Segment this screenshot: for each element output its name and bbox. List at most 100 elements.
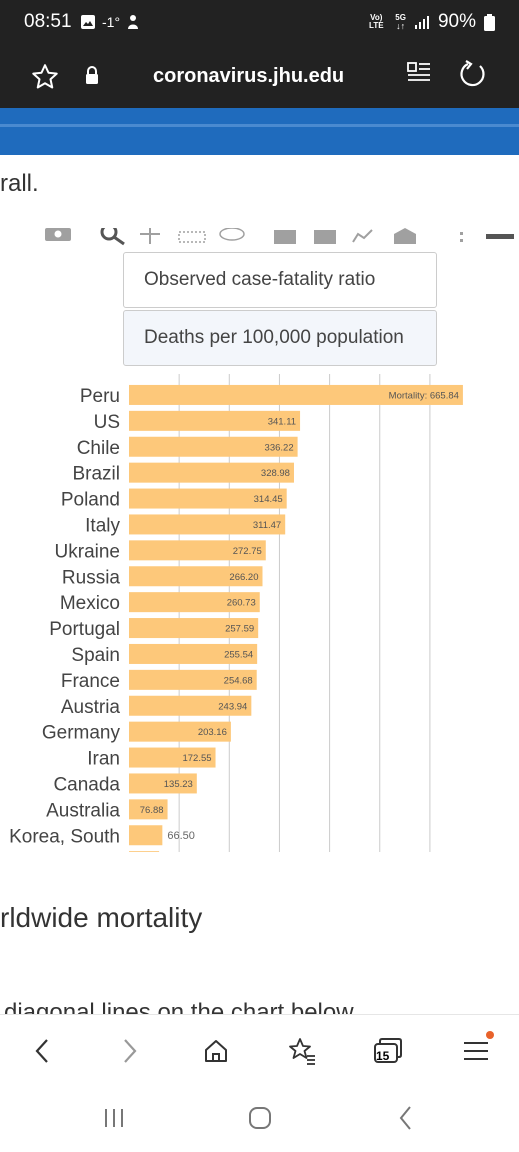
plotly-logo-icon[interactable] [486, 234, 514, 239]
forward-button[interactable] [110, 1031, 150, 1071]
section-heading: rldwide mortality [0, 902, 203, 933]
bar-value-label: 336.22 [265, 442, 294, 453]
category-label: Canada [53, 774, 120, 795]
url-text[interactable]: coronavirus.jhu.edu [153, 65, 345, 87]
autoscale-icon[interactable] [352, 229, 373, 243]
status-left-icons: -1° [80, 13, 140, 31]
bar-value-label: Mortality: 665.84 [389, 390, 459, 401]
bar-value-label: 135.23 [164, 779, 193, 790]
reader-mode-icon[interactable] [406, 60, 432, 86]
bar-value-label: 76.88 [140, 805, 164, 816]
home-button[interactable] [196, 1031, 236, 1071]
bar[interactable] [129, 514, 286, 535]
lasso-icon[interactable] [219, 228, 245, 241]
category-label: US [94, 412, 120, 433]
tabs-button[interactable]: 15 [368, 1031, 408, 1071]
back-system-icon [399, 1106, 411, 1130]
star-icon[interactable] [30, 62, 60, 92]
category-label: Portugal [49, 619, 120, 640]
bar[interactable] [129, 643, 258, 664]
bar[interactable] [129, 384, 463, 405]
reset-axes-icon[interactable] [394, 228, 416, 244]
home-button-icon [249, 1107, 271, 1129]
bar-value-label: 255.54 [224, 649, 253, 660]
category-label: Russia [62, 567, 121, 588]
menu-button[interactable] [456, 1031, 496, 1071]
pan-icon[interactable] [140, 228, 160, 244]
category-label: Mexico [60, 593, 120, 614]
system-back-button[interactable] [386, 1102, 426, 1134]
bar[interactable] [129, 566, 263, 587]
intro-text: rall. [0, 170, 39, 197]
status-time: 08:51 [24, 11, 72, 32]
status-temperature: -1° [102, 14, 121, 30]
system-nav-bar [0, 1084, 519, 1152]
category-label: Korea, South [9, 826, 120, 847]
chart-toolbar [0, 228, 519, 246]
bar-value-label: 328.98 [261, 468, 290, 479]
tab-count: 15 [376, 1049, 390, 1063]
bar-value-label: 311.47 [253, 520, 281, 531]
category-label: Brazil [72, 464, 120, 485]
bar[interactable] [129, 721, 231, 742]
bookmarks-button[interactable] [282, 1031, 322, 1071]
mortality-chart: Peru Mortality: 665.84 US 341.11 Chile 336.22… [0, 374, 519, 852]
option-deaths-per-100k[interactable]: Deaths per 100,000 population [123, 310, 437, 366]
recents-icon [105, 1109, 123, 1127]
bar[interactable] [129, 488, 287, 509]
bar[interactable] [129, 669, 257, 690]
category-label: Peru [80, 386, 120, 407]
bar[interactable] [129, 436, 298, 457]
box-select-icon[interactable] [178, 231, 206, 243]
bar-value-label: 314.45 [254, 494, 283, 505]
category-label: Germany [42, 723, 121, 744]
bar[interactable] [129, 825, 163, 846]
status-bar: 08:51 -1° Vo) LTE 5G ↓↑ [0, 0, 519, 46]
category-label: Australia [46, 800, 120, 821]
recents-button[interactable] [94, 1102, 134, 1134]
bar[interactable] [129, 799, 168, 820]
bar[interactable] [129, 695, 252, 716]
system-home-button[interactable] [240, 1102, 280, 1134]
signal-icon [414, 16, 429, 29]
bar[interactable] [129, 747, 216, 768]
weather-icon [128, 15, 139, 29]
camera-icon[interactable] [45, 228, 71, 241]
cut-text: diagonal lines on the chart below [4, 999, 354, 1014]
bar[interactable] [129, 592, 260, 613]
battery-percent: 90% [437, 11, 476, 32]
back-button[interactable] [22, 1031, 62, 1071]
more-icon[interactable] [460, 232, 463, 242]
bar-value-label: 266.20 [229, 572, 258, 583]
category-label: Italy [85, 515, 120, 536]
bar[interactable] [129, 773, 197, 794]
bar[interactable] [129, 540, 266, 561]
bar-value-label: 203.16 [198, 727, 227, 738]
battery-icon [484, 13, 495, 31]
category-label: Iran [87, 749, 120, 770]
zoom-out-icon[interactable] [314, 230, 336, 244]
tabs-icon [374, 1038, 402, 1063]
volte-icon: Vo) LTE [369, 13, 384, 30]
lock-icon [86, 66, 98, 84]
bar-value-label: 257.59 [225, 624, 254, 635]
category-label: Poland [61, 490, 120, 511]
5g-icon: 5G ↓↑ [395, 13, 406, 31]
bar-value-label: 254.68 [224, 675, 253, 686]
url-bar: coronavirus.jhu.edu [0, 46, 519, 108]
bar[interactable] [129, 410, 301, 431]
bar[interactable] [129, 851, 160, 852]
menu-icon [464, 1042, 488, 1060]
option-case-fatality[interactable]: Observed case-fatality ratio [123, 252, 437, 308]
browser-bottom-bar: 15 [0, 1014, 519, 1084]
bar-value-label: 272.75 [233, 546, 262, 557]
bar[interactable] [129, 462, 294, 483]
bar[interactable] [129, 618, 259, 639]
zoom-icon[interactable] [100, 228, 125, 246]
bar-value-label: 243.94 [218, 701, 247, 712]
notification-dot [486, 1031, 494, 1039]
zoom-in-icon[interactable] [274, 230, 296, 244]
reload-icon[interactable] [458, 59, 488, 89]
bar-value-label: 260.73 [227, 598, 256, 609]
bar-value-label: 66.50 [167, 830, 195, 842]
